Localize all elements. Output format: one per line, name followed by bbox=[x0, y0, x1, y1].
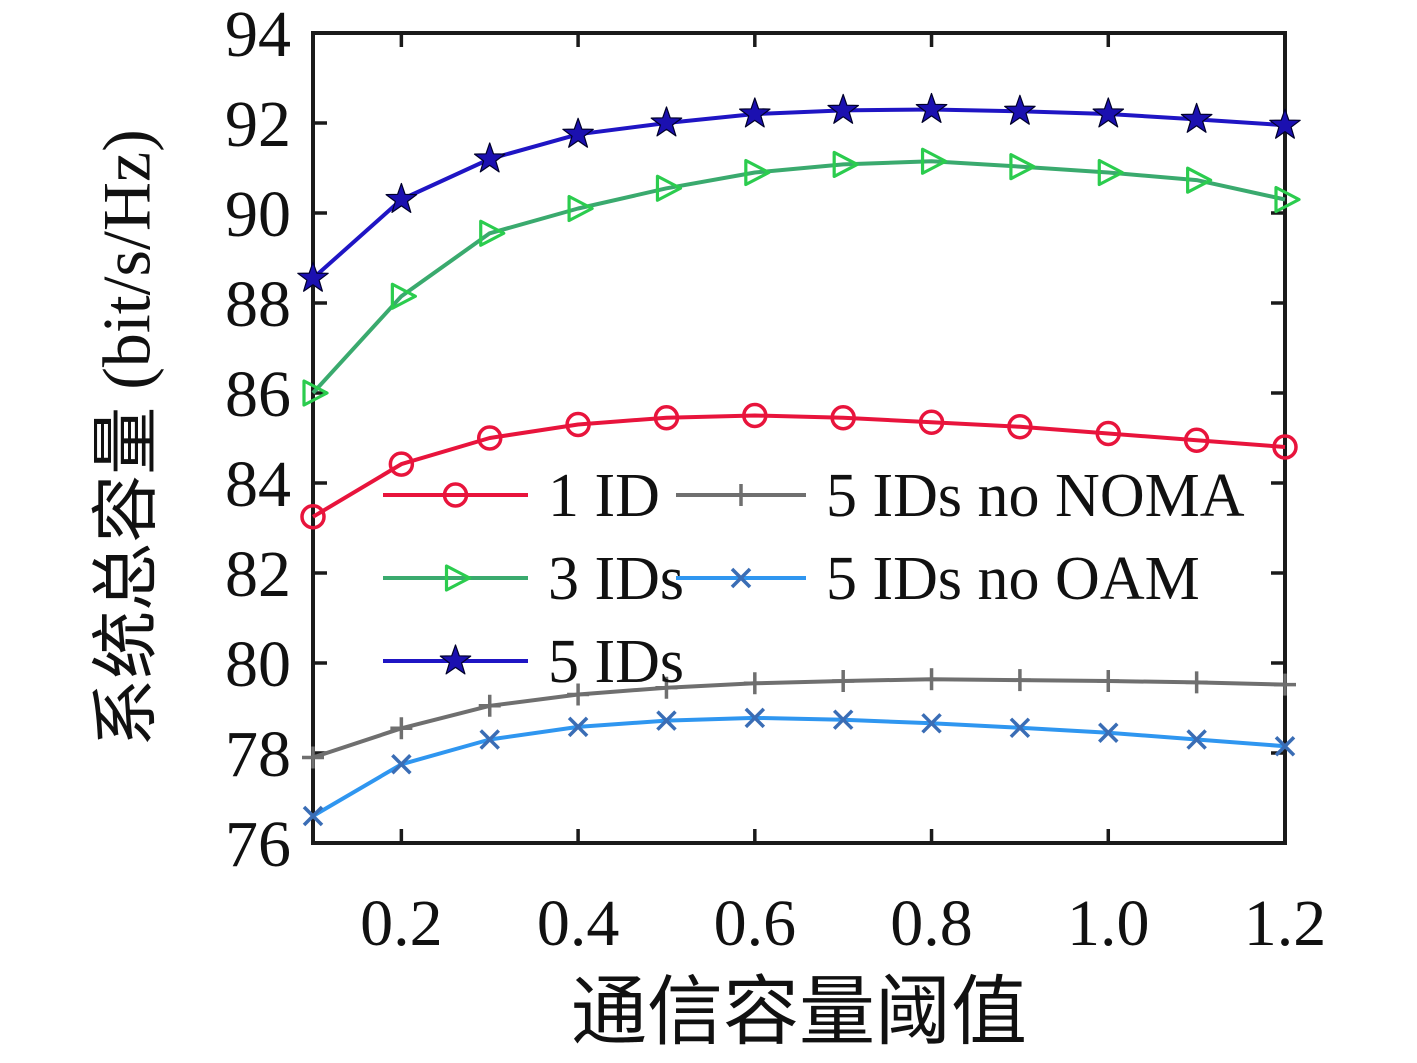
legend-label-5-ids-no-oam: 5 IDs no OAM bbox=[826, 545, 1200, 613]
legend-label-1-id: 1 ID bbox=[548, 462, 660, 530]
x-marker bbox=[1098, 722, 1119, 743]
triangle-right-marker bbox=[655, 174, 683, 202]
y-tick-label: 94 bbox=[225, 0, 291, 71]
circle-marker bbox=[300, 504, 326, 530]
y-tick-label: 90 bbox=[225, 178, 291, 251]
triangle-right-marker bbox=[390, 282, 417, 310]
y-tick-label: 92 bbox=[225, 88, 291, 161]
star-marker bbox=[915, 92, 948, 123]
star-marker bbox=[385, 182, 418, 213]
x-axis-label: 通信容量阈值 bbox=[571, 971, 1027, 1055]
triangle-right-marker bbox=[832, 150, 859, 178]
x-marker bbox=[832, 709, 854, 730]
circle-marker bbox=[742, 402, 768, 429]
star-marker bbox=[650, 106, 683, 137]
star-marker bbox=[739, 97, 771, 128]
star-marker bbox=[1180, 102, 1213, 133]
series-line-1-id bbox=[311, 413, 1286, 519]
legend-label-5-ids-no-noma: 5 IDs no NOMA bbox=[826, 462, 1245, 530]
triangle-right-marker bbox=[1274, 185, 1301, 214]
star-marker bbox=[1004, 94, 1036, 125]
y-tick-label: 80 bbox=[225, 628, 291, 701]
triangle-right-marker bbox=[567, 194, 594, 223]
x-marker bbox=[744, 707, 766, 729]
x-tick-label: 0.4 bbox=[537, 887, 620, 960]
x-marker bbox=[479, 729, 500, 750]
y-tick-label: 84 bbox=[225, 448, 291, 521]
y-tick-label: 76 bbox=[225, 808, 291, 881]
series-line-5-ids-no-noma bbox=[312, 677, 1286, 760]
x-marker bbox=[567, 716, 589, 738]
triangle-right-marker bbox=[1186, 166, 1213, 194]
triangle-right-marker bbox=[444, 564, 472, 592]
x-marker bbox=[391, 754, 412, 775]
x-tick-label: 0.2 bbox=[360, 887, 443, 960]
star-marker bbox=[827, 93, 859, 124]
circle-marker bbox=[1007, 414, 1033, 440]
x-tick-label: 1.0 bbox=[1067, 887, 1150, 960]
x-marker bbox=[1186, 729, 1207, 750]
star-marker bbox=[1092, 97, 1125, 128]
x-marker bbox=[302, 805, 324, 827]
circle-marker bbox=[653, 405, 680, 431]
circle-marker bbox=[830, 405, 856, 431]
y-axis-label: 系统总容量 (bit/s/Hz) bbox=[88, 129, 165, 747]
triangle-right-marker bbox=[302, 379, 329, 407]
star-marker bbox=[297, 261, 329, 292]
circle-marker bbox=[1095, 420, 1122, 447]
x-marker bbox=[730, 567, 752, 589]
circle-marker bbox=[388, 451, 415, 477]
circle-marker bbox=[1183, 427, 1210, 453]
legend-label-3-ids: 3 IDs bbox=[548, 545, 684, 613]
triangle-right-marker bbox=[1097, 158, 1124, 187]
star-marker bbox=[473, 142, 506, 173]
series-line-5-ids-no-oam bbox=[311, 715, 1286, 818]
x-tick-label: 0.8 bbox=[890, 887, 973, 960]
triangle-right-marker bbox=[1009, 153, 1036, 181]
x-tick-label: 0.6 bbox=[714, 887, 797, 960]
series-line-3-ids bbox=[311, 159, 1286, 395]
circle-marker bbox=[476, 425, 503, 451]
x-marker bbox=[656, 710, 677, 731]
x-marker bbox=[921, 713, 942, 734]
star-marker bbox=[562, 117, 594, 148]
y-tick-label: 82 bbox=[225, 538, 291, 611]
circle-marker bbox=[442, 482, 469, 508]
triangle-right-marker bbox=[920, 147, 948, 175]
legend-label-5-ids: 5 IDs bbox=[548, 628, 684, 696]
triangle-right-marker bbox=[744, 158, 771, 187]
triangle-right-marker bbox=[479, 219, 506, 247]
y-tick-label: 88 bbox=[225, 268, 291, 341]
circle-marker bbox=[565, 411, 591, 438]
x-marker bbox=[1009, 717, 1031, 739]
x-marker bbox=[1274, 736, 1296, 757]
y-tick-label: 86 bbox=[225, 358, 291, 431]
x-tick-label: 1.2 bbox=[1244, 887, 1327, 960]
star-marker bbox=[1269, 108, 1301, 139]
circle-marker bbox=[918, 409, 945, 435]
y-tick-label: 78 bbox=[225, 718, 291, 791]
series-line-5-ids bbox=[311, 107, 1286, 280]
star-marker bbox=[439, 644, 472, 675]
circle-marker bbox=[1272, 434, 1298, 460]
plot-frame bbox=[311, 31, 1287, 845]
